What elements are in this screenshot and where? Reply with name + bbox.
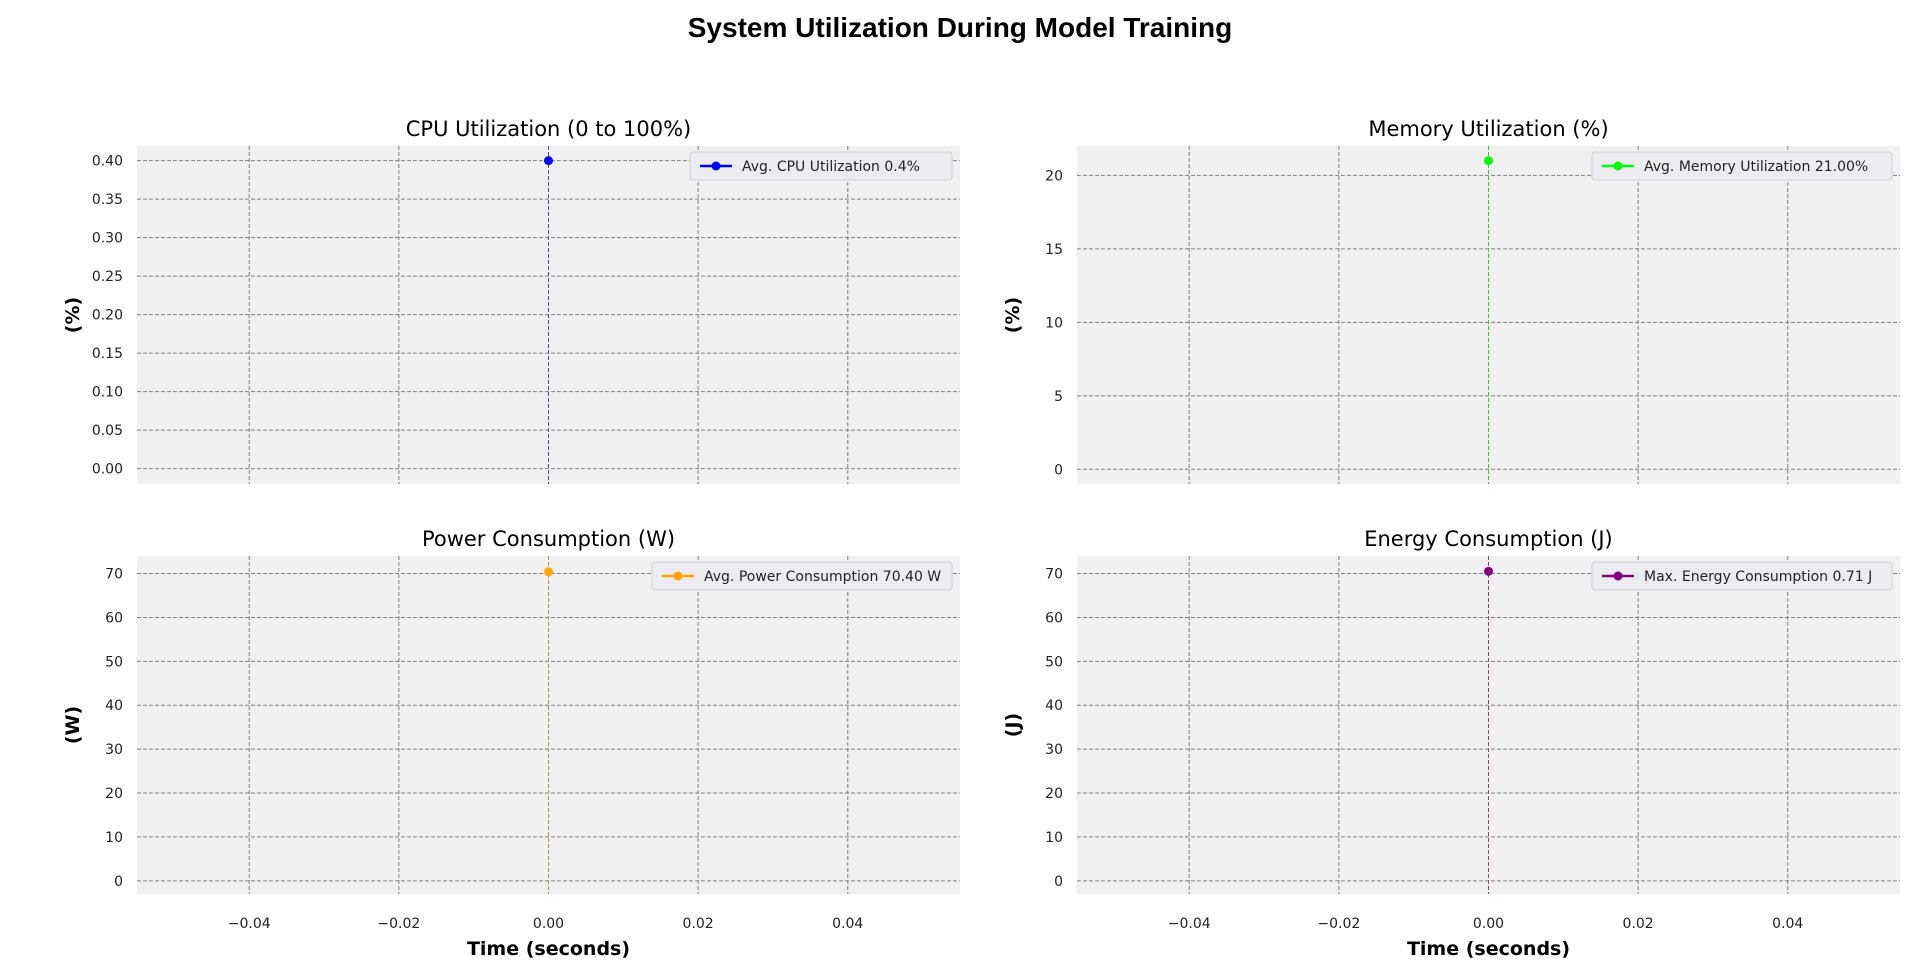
y-tick-label: 50 — [105, 654, 123, 670]
figure-title: System Utilization During Model Training — [687, 12, 1233, 43]
y-tick-label: 0.35 — [92, 192, 123, 208]
y-tick-label: 0.00 — [92, 462, 123, 478]
legend-box — [1591, 561, 1893, 591]
y-tick-label: 70 — [105, 567, 123, 583]
subplot-1: 0.00 0.05 0.10 0.15 0.20 0.25 0.30 0.35 0.40 CPU … — [62, 117, 960, 484]
subplot-title: Power Consumption (W) — [422, 527, 675, 551]
y-tick-label: 10 — [1045, 315, 1063, 331]
y-axis-label: (%) — [1002, 297, 1024, 333]
y-axis-label: (J) — [1002, 713, 1024, 737]
data-point — [1484, 566, 1493, 576]
legend-label: Avg. Memory Utilization 21.00% — [1644, 159, 1868, 175]
subplot-3: 0 10 20 30 40 50 60 70 −0.04 −0.02 0.00 0.02 0.04 Pow… — [62, 527, 960, 960]
legend-marker — [673, 571, 683, 581]
y-tick-label: 50 — [1045, 654, 1063, 670]
y-tick-label: 0.10 — [92, 385, 123, 401]
legend-box — [651, 561, 953, 591]
y-tick-label: 20 — [1045, 786, 1063, 802]
legend: Avg. Power Consumption 70.40 W — [651, 561, 953, 591]
y-tick-label: 15 — [1045, 242, 1063, 258]
data-point — [544, 567, 553, 577]
x-tick-label: −0.04 — [228, 916, 271, 932]
legend-label: Avg. CPU Utilization 0.4% — [742, 159, 920, 175]
y-axis-label: (W) — [62, 706, 84, 744]
legend-marker — [711, 161, 721, 171]
y-tick-label: 0.40 — [92, 154, 123, 170]
x-axis-label: Time (seconds) — [1407, 938, 1570, 960]
subplot-title: Energy Consumption (J) — [1364, 527, 1613, 551]
legend-box — [689, 151, 953, 181]
x-tick-label: −0.04 — [1168, 916, 1211, 932]
legend-label: Max. Energy Consumption 0.71 J — [1644, 569, 1872, 585]
y-tick-label: 0.20 — [92, 308, 123, 324]
y-tick-label: 0.25 — [92, 269, 123, 285]
subplot-2: 0 5 10 15 20 Memory Utilization (%) (%) Avg. Me… — [1002, 117, 1900, 484]
subplot-title: CPU Utilization (0 to 100%) — [406, 117, 692, 141]
x-tick-label: −0.02 — [377, 916, 420, 932]
legend-marker — [1613, 161, 1623, 171]
y-tick-label: 20 — [1045, 168, 1063, 184]
y-tick-label: 5 — [1054, 389, 1063, 405]
x-axis-label: Time (seconds) — [467, 938, 630, 960]
y-tick-label: 20 — [105, 786, 123, 802]
y-tick-label: 60 — [1045, 610, 1063, 626]
y-tick-label: 0.30 — [92, 231, 123, 247]
y-tick-label: 0 — [114, 874, 123, 890]
y-tick-label: 10 — [1045, 830, 1063, 846]
data-point — [1484, 156, 1493, 166]
legend: Max. Energy Consumption 0.71 J — [1591, 561, 1893, 591]
y-tick-label: 30 — [105, 742, 123, 758]
x-tick-label: −0.02 — [1317, 916, 1360, 932]
y-tick-label: 0 — [1054, 462, 1063, 478]
y-axis-label: (%) — [62, 297, 84, 333]
x-tick-label: 0.04 — [1772, 916, 1803, 932]
x-tick-label: 0.02 — [683, 916, 714, 932]
y-tick-label: 0 — [1054, 874, 1063, 890]
y-tick-label: 0.15 — [92, 346, 123, 362]
x-tick-label: 0.02 — [1623, 916, 1654, 932]
legend-marker — [1613, 571, 1623, 581]
legend-box — [1591, 151, 1893, 181]
y-tick-label: 0.05 — [92, 423, 123, 439]
x-tick-label: 0.04 — [832, 916, 863, 932]
subplot-title: Memory Utilization (%) — [1368, 117, 1608, 141]
y-tick-label: 70 — [1045, 567, 1063, 583]
y-tick-label: 10 — [105, 830, 123, 846]
legend-label: Avg. Power Consumption 70.40 W — [704, 569, 941, 585]
y-tick-label: 30 — [1045, 742, 1063, 758]
x-tick-label: 0.00 — [1473, 916, 1504, 932]
legend: Avg. Memory Utilization 21.00% — [1591, 151, 1893, 181]
y-tick-label: 60 — [105, 610, 123, 626]
data-point — [544, 156, 553, 166]
y-tick-label: 40 — [1045, 698, 1063, 714]
y-tick-label: 40 — [105, 698, 123, 714]
x-tick-label: 0.00 — [533, 916, 564, 932]
subplot-4: 0 10 20 30 40 50 60 70 −0.04 −0.02 0.00 0.02 0.04 Ene… — [1002, 527, 1900, 960]
legend: Avg. CPU Utilization 0.4% — [689, 151, 953, 181]
